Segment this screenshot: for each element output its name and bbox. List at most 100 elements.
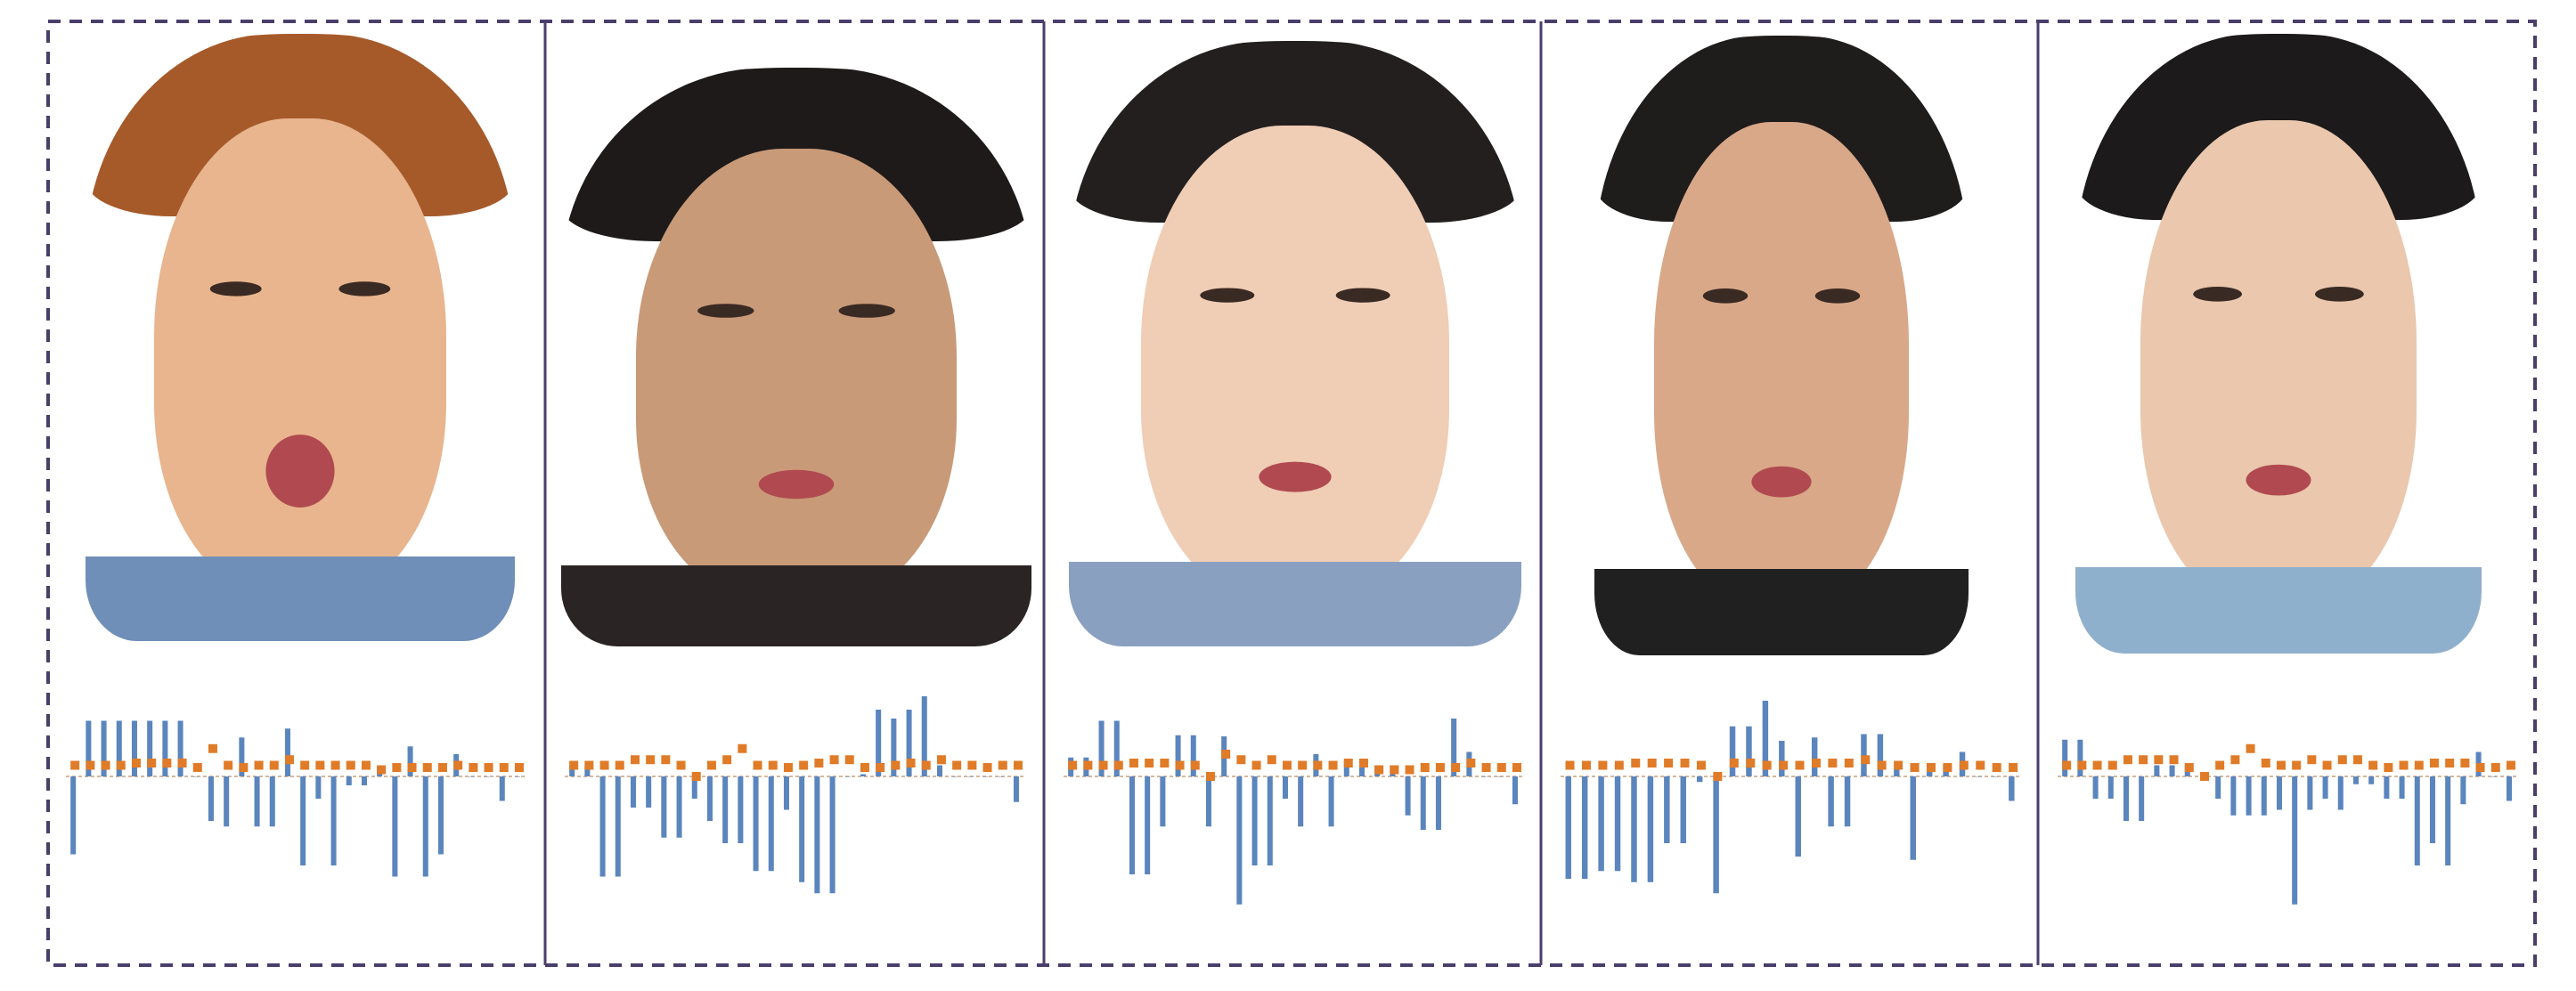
marker-point (269, 760, 279, 770)
marker-point (1083, 760, 1093, 770)
bar (676, 776, 682, 838)
marker-point (239, 763, 249, 772)
bar (2414, 776, 2420, 865)
marker-point (1729, 759, 1739, 768)
bar (2490, 776, 2497, 777)
bar (1190, 735, 1196, 776)
bar (906, 710, 912, 776)
bar (330, 776, 337, 865)
bar (2246, 776, 2252, 816)
marker-point (691, 772, 701, 781)
bar (2107, 776, 2114, 799)
marker-point (1328, 760, 1338, 770)
marker-point (783, 763, 793, 772)
left-eye (697, 304, 754, 318)
marker-point (876, 763, 885, 772)
marker-point (2246, 743, 2255, 753)
bar (1910, 776, 1916, 860)
au-bar-chart (1561, 701, 2020, 894)
facial-features (1200, 288, 1390, 492)
left-eye (2193, 286, 2242, 302)
bar (1565, 776, 1571, 879)
marker-point (2169, 755, 2179, 765)
marker-point (284, 755, 294, 765)
bar (208, 776, 214, 821)
bar (1729, 726, 1736, 776)
portrait-photo (1594, 36, 1969, 655)
bar (1795, 776, 1801, 857)
bar (300, 776, 306, 865)
marker-point (422, 763, 432, 772)
bar (661, 776, 667, 838)
marker-point (844, 755, 854, 765)
left-eye (209, 281, 262, 296)
right-eye (1814, 288, 1861, 304)
marker-point (1926, 763, 1936, 772)
bar (967, 776, 974, 777)
bar (876, 710, 882, 776)
bar (1894, 769, 1900, 776)
marker-point (1877, 760, 1887, 770)
marker-point (1190, 760, 1200, 770)
marker-point (1762, 760, 1772, 770)
marker-point (1113, 760, 1123, 770)
marker-point (1435, 763, 1445, 772)
right-eye (838, 304, 895, 318)
facial-features (1702, 288, 1861, 498)
bar (1328, 776, 1334, 827)
bar (1496, 776, 1503, 777)
marker-point (346, 760, 355, 770)
bar (2506, 776, 2512, 801)
marker-point (2307, 755, 2317, 765)
bar (706, 776, 713, 821)
marker-point (646, 755, 656, 765)
marker-point (192, 763, 202, 772)
marker-point (599, 760, 609, 770)
marker-point (753, 760, 762, 770)
marker-point (116, 760, 126, 770)
marker-point (706, 760, 716, 770)
face-region (2140, 120, 2417, 605)
marker-point (891, 760, 901, 770)
bar (116, 720, 122, 776)
bar (1844, 776, 1851, 827)
bar (254, 776, 260, 827)
marker-point (300, 760, 310, 770)
marker-point (2009, 763, 2018, 772)
bar (2460, 776, 2466, 805)
marker-point (70, 760, 80, 770)
marker-point (1343, 759, 1353, 768)
face-region (154, 118, 446, 593)
bar (1267, 776, 1273, 865)
marker-point (1779, 760, 1789, 770)
marker-point (2506, 760, 2515, 770)
marker-point (2261, 759, 2270, 768)
bar (738, 776, 744, 843)
marker-point (1496, 763, 1506, 772)
bar (1129, 776, 1135, 874)
au-bar-chart (66, 720, 526, 877)
face-region (1654, 122, 1909, 606)
marker-point (1420, 763, 1430, 772)
mouth (758, 469, 835, 500)
bar (1614, 776, 1621, 872)
marker-point (407, 763, 417, 772)
bar (1175, 735, 1181, 776)
au-bar-chart (565, 696, 1024, 894)
marker-point (1828, 759, 1838, 768)
marker-point (2490, 763, 2500, 772)
marker-point (437, 763, 447, 772)
bar (2307, 776, 2313, 810)
marker-point (131, 759, 141, 768)
marker-point (2092, 760, 2102, 770)
bar (753, 776, 759, 872)
facial-features (697, 304, 895, 500)
marker-point (1746, 759, 1756, 768)
bar (469, 776, 475, 777)
mouth (1259, 461, 1332, 492)
bar (1992, 776, 1999, 777)
bar (269, 776, 275, 827)
marker-point (147, 759, 157, 768)
bar (2154, 765, 2160, 776)
bar (224, 776, 230, 827)
